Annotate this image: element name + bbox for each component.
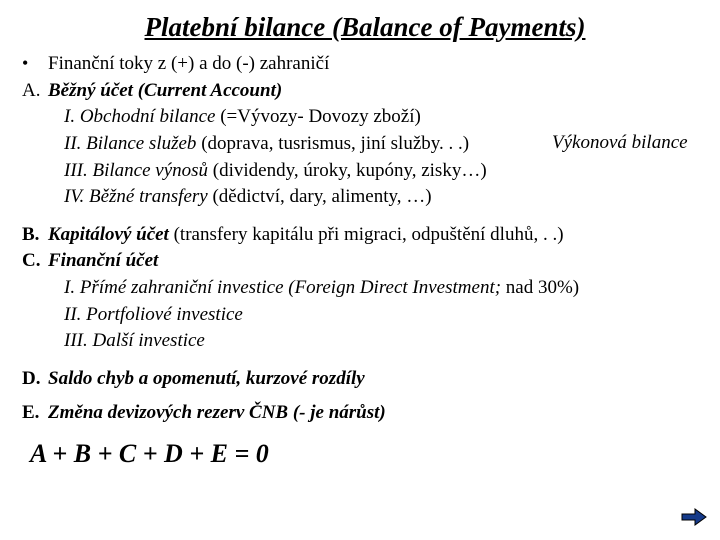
c-item-2-text: II. Portfoliové investice [64,302,708,328]
a-item-2-lead: II. Bilance služeb [64,133,201,154]
c-item-1-lead: I. Přímé zahraniční investice (Foreign D… [64,277,506,298]
a-item-4-lead: IV. Běžné transfery [64,186,212,207]
section-b-marker: B. [22,222,48,248]
a-item-4-rest: (dědictví, dary, alimenty, …) [212,186,431,207]
section-b-lead: Kapitálový účet [48,224,174,245]
a-item-1: I. Obchodní bilance (=Vývozy- Dovozy zbo… [22,104,708,130]
section-e-marker: E. [22,400,48,426]
intro-text: Finanční toky z (+) a do (-) zahraničí [48,51,708,77]
bullet-marker: • [22,51,48,75]
a-item-3: III. Bilance výnosů (dividendy, úroky, k… [22,158,708,184]
c-item-3: III. Další investice [22,328,708,354]
c-item-1-rest: nad 30%) [506,277,579,298]
intro-bullet-row: • Finanční toky z (+) a do (-) zahraničí [22,51,708,77]
section-d-text: Saldo chyb a opomenutí, kurzové rozdíly [48,366,708,392]
section-d-marker: D. [22,366,48,392]
a-item-3-text: III. Bilance výnosů (dividendy, úroky, k… [64,158,708,184]
slide-title: Platební bilance (Balance of Payments) [22,12,708,43]
section-e-text: Změna devizových rezerv ČNB (- je nárůst… [48,400,708,426]
section-a-label: Běžný účet (Current Account) [48,78,708,104]
spacer [22,355,708,365]
c-item-1-text: I. Přímé zahraniční investice (Foreign D… [64,275,708,301]
section-b-rest: (transfery kapitálu při migraci, odpuště… [174,224,564,245]
c-item-1: I. Přímé zahraniční investice (Foreign D… [22,275,708,301]
section-d-row: D. Saldo chyb a opomenutí, kurzové rozdí… [22,366,708,392]
next-slide-button[interactable] [680,506,708,528]
performance-balance-label: Výkonová bilance [552,132,688,154]
c-item-2: II. Portfoliové investice [22,302,708,328]
section-e-row: E. Změna devizových rezerv ČNB (- je nár… [22,400,708,426]
section-a-row: A. Běžný účet (Current Account) [22,78,708,104]
slide: Platební bilance (Balance of Payments) •… [0,0,720,540]
a-item-1-rest: (=Vývozy- Dovozy zboží) [220,106,421,127]
c-item-3-text: III. Další investice [64,328,708,354]
section-b-row: B. Kapitálový účet (transfery kapitálu p… [22,222,708,248]
section-a-marker: A. [22,78,48,104]
section-b-text: Kapitálový účet (transfery kapitálu při … [48,222,708,248]
section-c-label: Finanční účet [48,248,708,274]
section-c-marker: C. [22,248,48,274]
arrow-right-icon [680,506,708,528]
a-item-1-text: I. Obchodní bilance (=Vývozy- Dovozy zbo… [64,104,708,130]
a-item-3-rest: (dividendy, úroky, kupóny, zisky…) [213,160,487,181]
balance-equation: A + B + C + D + E = 0 [30,439,708,469]
spacer [22,211,708,221]
a-item-2-rest: (doprava, tusrismus, jiní služby. . .) [201,133,469,154]
section-c-row: C. Finanční účet [22,248,708,274]
a-item-4: IV. Běžné transfery (dědictví, dary, ali… [22,184,708,210]
spacer [22,393,708,399]
a-item-1-lead: I. Obchodní bilance [64,106,220,127]
a-item-3-lead: III. Bilance výnosů [64,160,213,181]
a-item-4-text: IV. Běžné transfery (dědictví, dary, ali… [64,184,708,210]
